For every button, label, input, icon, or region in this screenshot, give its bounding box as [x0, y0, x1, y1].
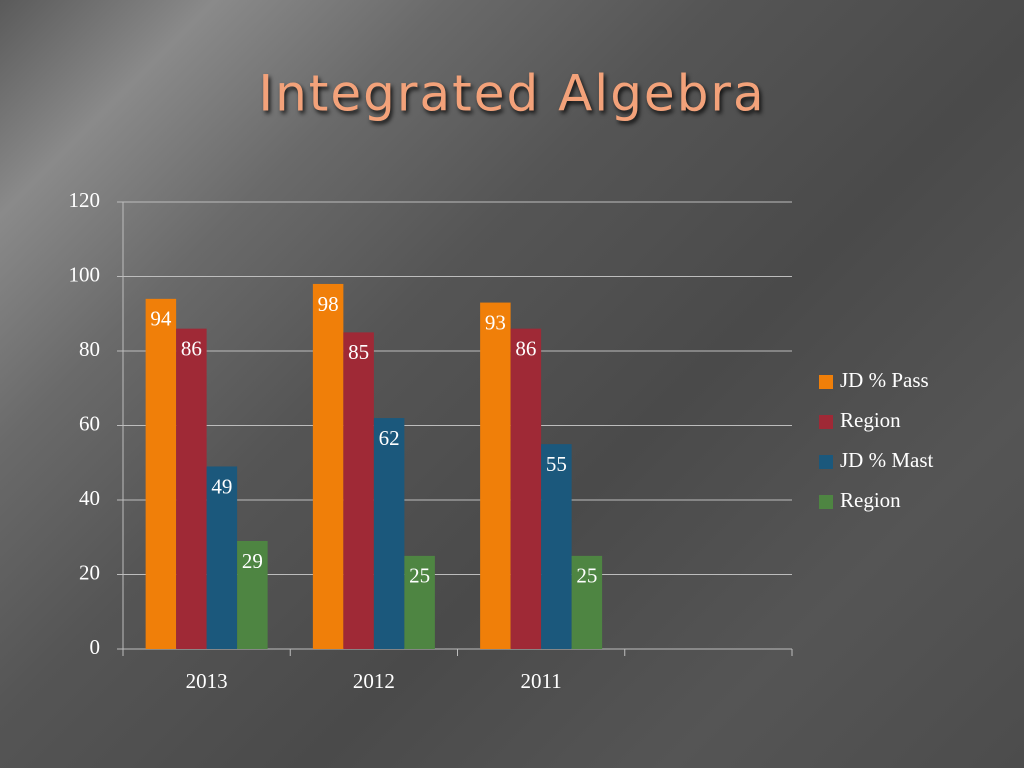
bar [480, 302, 511, 649]
bar [343, 332, 374, 649]
bar [312, 283, 344, 649]
x-tick-label: 2013 [186, 669, 228, 693]
legend-label: JD % Mast [840, 448, 933, 472]
bar [206, 466, 238, 649]
data-label: 98 [318, 292, 339, 316]
bar [145, 298, 177, 649]
y-tick-label: 80 [79, 337, 100, 361]
data-label: 86 [181, 336, 202, 360]
data-label: 62 [379, 426, 400, 450]
data-label: 93 [485, 310, 506, 334]
bar [510, 328, 542, 649]
y-tick-label: 60 [79, 411, 100, 435]
data-label: 49 [211, 474, 232, 498]
legend-swatch [819, 495, 833, 509]
legend-label: Region [840, 408, 901, 432]
data-label: 25 [409, 564, 430, 588]
legend-swatch [819, 375, 833, 389]
bar [571, 555, 603, 649]
y-tick-label: 20 [79, 560, 100, 584]
legend-swatch [819, 415, 833, 429]
data-label: 29 [242, 549, 263, 573]
data-label: 55 [546, 452, 567, 476]
chart-title: Integrated Algebra [258, 65, 765, 123]
bar [237, 540, 268, 649]
bar [176, 328, 207, 649]
data-label: 94 [150, 307, 172, 331]
y-tick-label: 100 [69, 262, 101, 286]
legend-swatch [819, 455, 833, 469]
data-label: 85 [348, 340, 369, 364]
bar [541, 444, 572, 649]
y-tick-label: 120 [69, 188, 101, 212]
data-label: 86 [515, 336, 536, 360]
x-tick-label: 2012 [353, 669, 395, 693]
data-label: 25 [576, 564, 597, 588]
y-tick-label: 0 [90, 635, 101, 659]
bar [373, 418, 405, 649]
legend-label: JD % Pass [840, 368, 929, 392]
bar [404, 555, 435, 649]
y-tick-label: 40 [79, 486, 100, 510]
legend-label: Region [840, 488, 901, 512]
x-tick-label: 2011 [521, 669, 562, 693]
